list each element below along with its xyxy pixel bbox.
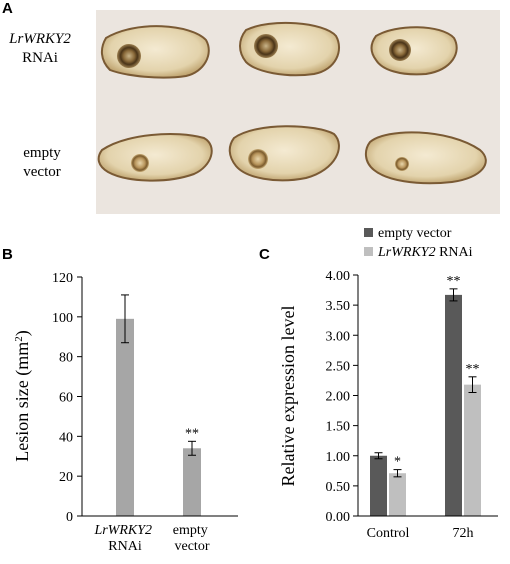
chart-c-significance: * bbox=[394, 455, 401, 470]
leaf-bottom-1 bbox=[97, 133, 213, 182]
chart-b-significance: ** bbox=[185, 426, 199, 441]
chart-c-ytick-label: 4.00 bbox=[326, 269, 351, 284]
row-label-rnai-line2: RNAi bbox=[22, 50, 58, 66]
leaf-photo bbox=[96, 10, 500, 214]
chart-c-ytick-label: 2.50 bbox=[326, 359, 351, 374]
chart-c-bar bbox=[445, 294, 462, 516]
legend-label-2: LrWRKY2 RNAi bbox=[377, 245, 473, 260]
chart-b-bar bbox=[183, 448, 201, 516]
chart-c-significance: ** bbox=[466, 362, 480, 377]
leaf-top-3 bbox=[370, 26, 458, 76]
legend-swatch-2 bbox=[364, 247, 373, 256]
row-label-empty-vector: empty vector bbox=[2, 144, 82, 182]
chart-b-ytick-label: 60 bbox=[59, 391, 73, 406]
chart-b-ytick-label: 120 bbox=[52, 271, 73, 286]
chart-b-xtick-2: empty vector bbox=[173, 523, 212, 554]
panel-c-letter: C bbox=[259, 246, 270, 263]
chart-c-ytick-label: 0.50 bbox=[326, 480, 351, 495]
chart-b-ytick-label: 20 bbox=[59, 470, 73, 485]
chart-c-ytick-label: 2.00 bbox=[326, 390, 351, 405]
chart-b-y-label: Lesion size (mm2) bbox=[12, 330, 33, 461]
chart-c-ytick-label: 1.50 bbox=[326, 420, 351, 435]
row-label-rnai-line1: LrWRKY2 bbox=[9, 31, 71, 47]
leaf-photo-drawing bbox=[97, 21, 487, 185]
row-label-empty-line1: empty bbox=[23, 145, 61, 161]
legend-label-1: empty vector bbox=[378, 226, 452, 241]
chart-c-legend-box: empty vector LrWRKY2 RNAi bbox=[364, 226, 473, 260]
chart-c-y-label: Relative expression level bbox=[278, 306, 298, 487]
panel-a-letter: A bbox=[2, 0, 13, 17]
panel-b-letter: B bbox=[2, 246, 13, 263]
leaf-top-1 bbox=[100, 25, 210, 79]
chart-c-ytick-label: 1.00 bbox=[326, 450, 351, 465]
leaf-bottom-3 bbox=[364, 131, 487, 185]
legend-swatch-1 bbox=[364, 228, 373, 237]
chart-b-ytick-label: 40 bbox=[59, 430, 73, 445]
chart-c-bar bbox=[464, 384, 481, 516]
chart-b-xtick-1: LrWRKY2 RNAi bbox=[93, 523, 155, 554]
chart-b-ytick-label: 0 bbox=[66, 510, 73, 525]
chart-c-significance: ** bbox=[447, 274, 461, 289]
leaf-top-2 bbox=[239, 21, 341, 77]
chart-b-bar bbox=[116, 318, 134, 516]
chart-c-ytick-label: 0.00 bbox=[326, 510, 351, 525]
chart-c-bar bbox=[370, 455, 387, 516]
chart-c-xtick-2: 72h bbox=[453, 526, 474, 541]
chart-b-ytick-label: 100 bbox=[52, 311, 73, 326]
chart-b-ytick-label: 80 bbox=[59, 351, 73, 366]
row-label-empty-line2: vector bbox=[23, 164, 61, 180]
leaf-bottom-2 bbox=[228, 125, 340, 182]
chart-b: 0 20 40 60 80 100 120 ** Lesion size (mm2) LrW… bbox=[12, 271, 238, 554]
chart-c-xtick-1: Control bbox=[367, 526, 410, 541]
chart-c: 0.000.501.001.502.002.503.003.504.00 ***… bbox=[278, 269, 498, 541]
chart-c-bar bbox=[389, 473, 406, 516]
row-label-rnai: LrWRKY2 RNAi bbox=[0, 30, 80, 68]
chart-c-ytick-label: 3.50 bbox=[326, 299, 351, 314]
chart-c-ytick-label: 3.00 bbox=[326, 329, 351, 344]
